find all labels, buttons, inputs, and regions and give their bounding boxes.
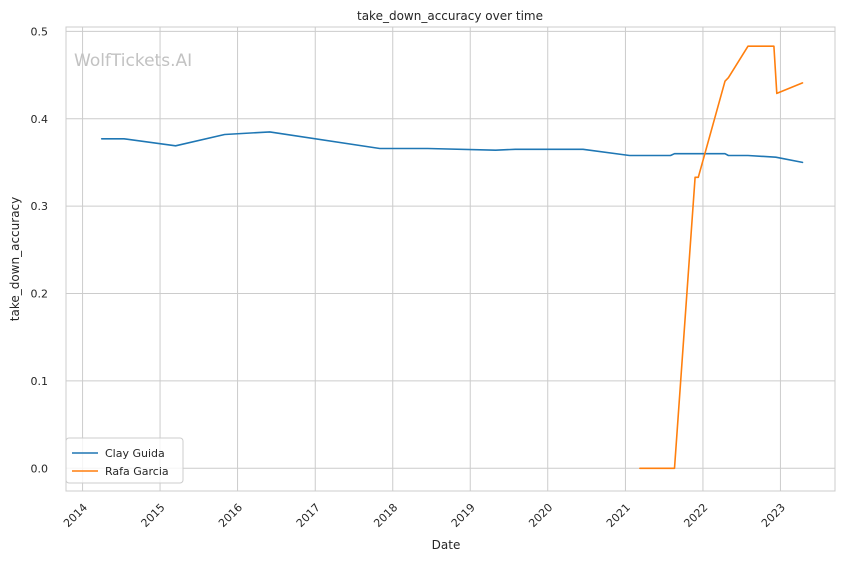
plot-area bbox=[65, 26, 836, 492]
legend-label: Clay Guida bbox=[105, 447, 165, 460]
grid-lines bbox=[66, 27, 835, 491]
y-axis-label: take_down_accuracy bbox=[8, 197, 22, 321]
y-tick-label: 0.3 bbox=[31, 200, 49, 213]
x-tick-label: 2020 bbox=[526, 501, 555, 530]
x-tick-label: 2016 bbox=[216, 501, 245, 530]
y-tick-labels: 0.0 0.1 0.2 0.3 0.4 0.5 bbox=[31, 25, 49, 475]
watermark: WolfTickets.AI bbox=[74, 51, 192, 71]
x-tick-label: 2014 bbox=[61, 501, 90, 530]
x-tick-label: 2021 bbox=[604, 501, 633, 530]
x-axis-label: Date bbox=[432, 538, 461, 552]
legend-items: Clay Guida Rafa Garcia bbox=[72, 447, 169, 478]
x-tick-label: 2018 bbox=[371, 501, 400, 530]
legend: Clay Guida Rafa Garcia bbox=[65, 437, 184, 484]
y-tick-label: 0.2 bbox=[31, 288, 49, 301]
series-lines bbox=[100, 45, 804, 470]
y-tick-label: 0.5 bbox=[31, 25, 49, 38]
legend-label: Rafa Garcia bbox=[105, 465, 169, 478]
x-tick-label: 2019 bbox=[449, 501, 478, 530]
y-tick-label: 0.1 bbox=[31, 375, 49, 388]
chart-title: take_down_accuracy over time bbox=[357, 9, 543, 23]
y-tick-label: 0.4 bbox=[31, 113, 49, 126]
x-tick-label: 2015 bbox=[139, 501, 168, 530]
series-line-clay-guida bbox=[100, 131, 804, 164]
x-tick-label: 2022 bbox=[681, 501, 710, 530]
series-line-rafa-garcia bbox=[639, 45, 804, 470]
x-tick-label: 2017 bbox=[294, 501, 323, 530]
x-tick-label: 2023 bbox=[759, 501, 788, 530]
y-tick-label: 0.0 bbox=[31, 462, 49, 475]
x-tick-labels: 2014 2015 2016 2017 2018 2019 2020 2021 2022 2023 bbox=[61, 501, 788, 530]
